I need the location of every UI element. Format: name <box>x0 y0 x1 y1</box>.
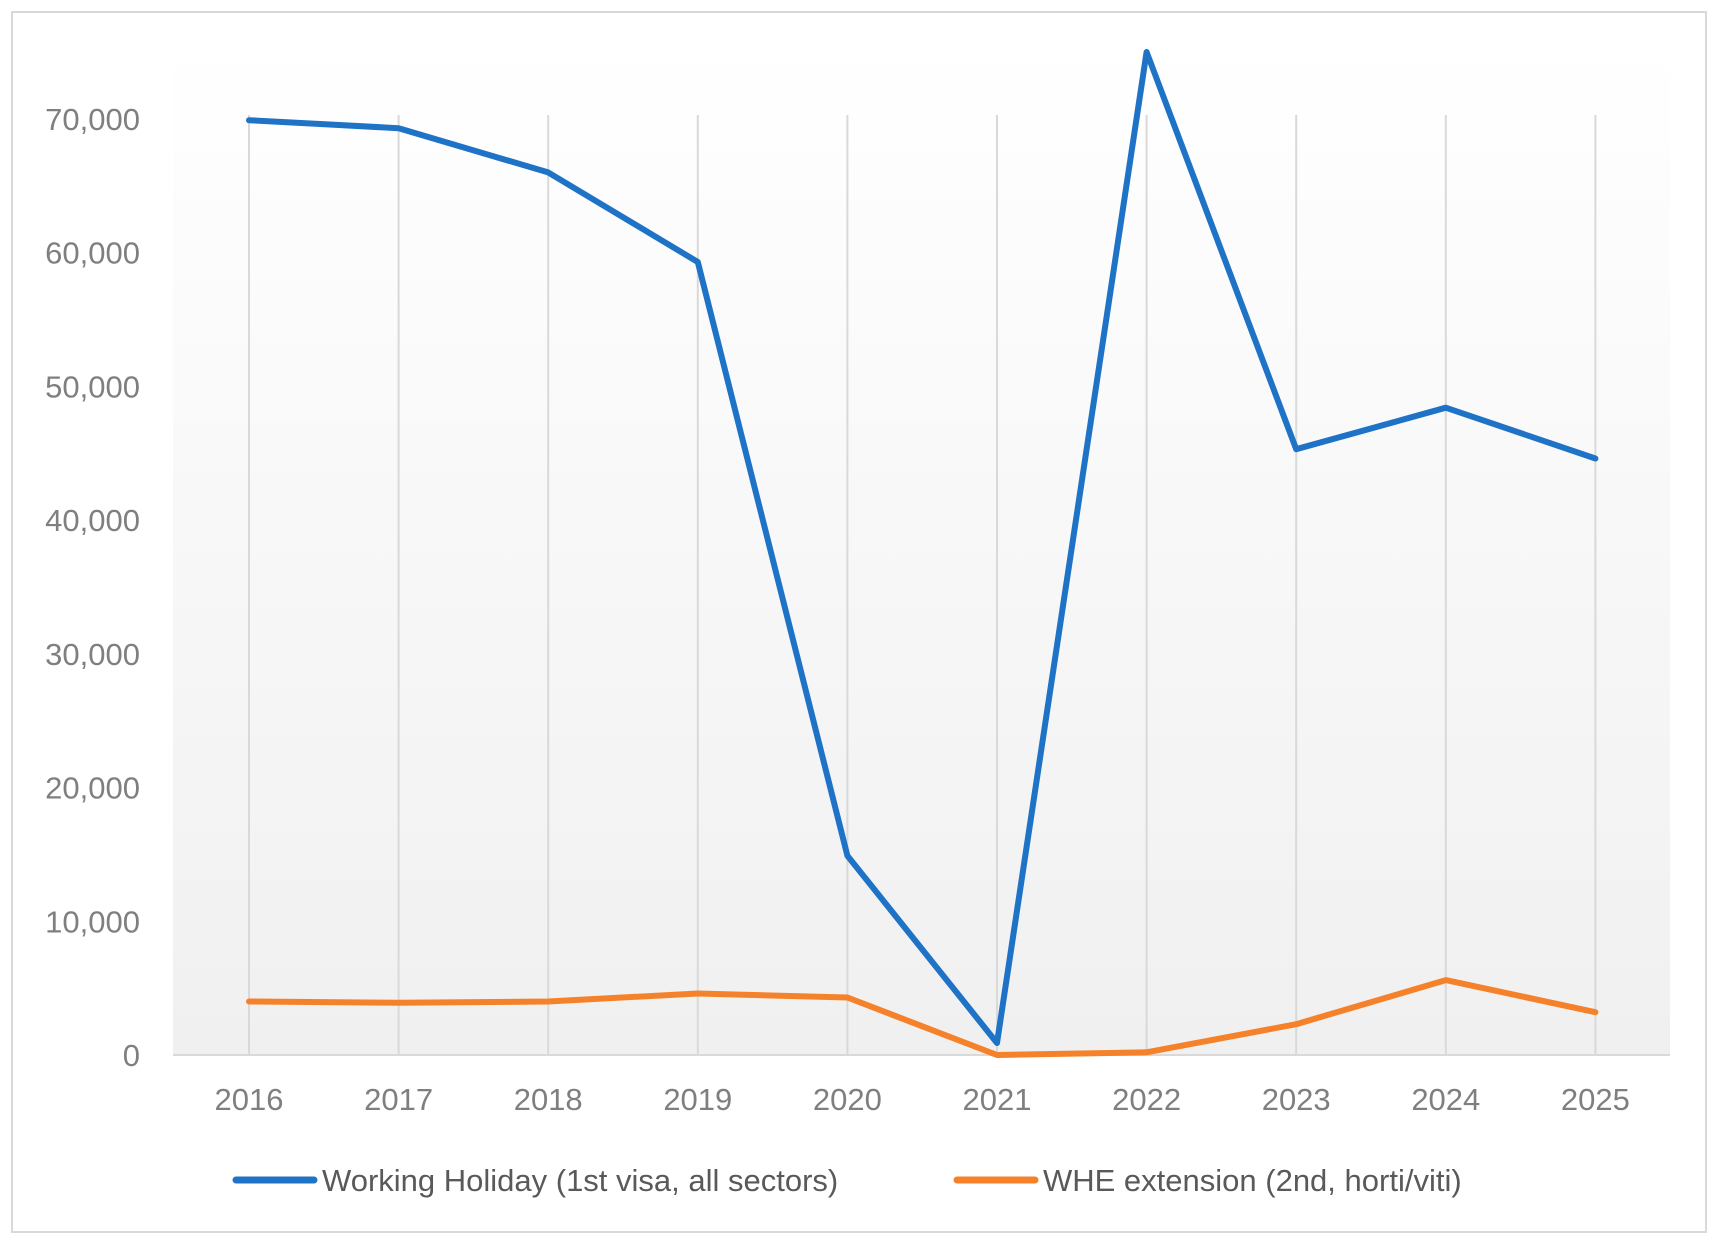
x-tick-label: 2024 <box>1411 1082 1480 1117</box>
data-point <box>994 1040 1000 1046</box>
y-tick-label: 50,000 <box>45 369 140 404</box>
data-point <box>246 999 252 1005</box>
y-tick-label: 0 <box>123 1038 140 1073</box>
y-tick-label: 60,000 <box>45 236 140 271</box>
data-point <box>1443 405 1449 411</box>
data-point <box>695 259 701 265</box>
x-axis-ticks: 2016 2017 2018 2019 2020 2021 2022 2023 2024 2025 <box>215 1082 1630 1117</box>
data-point <box>545 999 551 1005</box>
y-tick-label: 40,000 <box>45 503 140 538</box>
data-point <box>1144 1049 1150 1055</box>
data-point <box>246 117 252 123</box>
gridlines <box>248 115 1597 1055</box>
legend-label: Working Holiday (1st visa, all sectors) <box>322 1163 838 1198</box>
y-tick-label: 20,000 <box>45 771 140 806</box>
data-point <box>844 994 850 1000</box>
legend-item-1: Working Holiday (1st visa, all sectors) <box>232 1163 838 1198</box>
data-point <box>844 853 850 859</box>
series-line-2 <box>246 977 1599 1058</box>
legend-label: WHE extension (2nd, horti/viti) <box>1043 1163 1462 1198</box>
series-line-1 <box>246 49 1599 1046</box>
x-tick-label: 2025 <box>1561 1082 1630 1117</box>
y-tick-label: 10,000 <box>45 904 140 939</box>
series-lines <box>246 49 1599 1058</box>
x-tick-label: 2017 <box>364 1082 433 1117</box>
x-tick-label: 2018 <box>514 1082 583 1117</box>
legend: Working Holiday (1st visa, all sectors) W… <box>232 1163 1462 1198</box>
data-point <box>695 990 701 996</box>
x-tick-label: 2022 <box>1112 1082 1181 1117</box>
data-point <box>994 1052 1000 1058</box>
data-point <box>545 169 551 175</box>
data-point <box>396 125 402 131</box>
data-point <box>1592 456 1598 462</box>
y-axis-ticks: 0 10,000 20,000 30,000 40,000 50,000 60,000 70,… <box>45 102 140 1073</box>
y-tick-label: 30,000 <box>45 637 140 672</box>
data-point <box>396 1000 402 1006</box>
x-tick-label: 2016 <box>215 1082 284 1117</box>
x-tick-label: 2019 <box>663 1082 732 1117</box>
data-point <box>1293 1021 1299 1027</box>
data-point <box>1293 446 1299 452</box>
data-point <box>1144 49 1150 55</box>
y-tick-label: 70,000 <box>45 102 140 137</box>
x-tick-label: 2021 <box>963 1082 1032 1117</box>
x-tick-label: 2020 <box>813 1082 882 1117</box>
data-point <box>1443 977 1449 983</box>
x-tick-label: 2023 <box>1262 1082 1331 1117</box>
data-point <box>1592 1009 1598 1015</box>
legend-item-2: WHE extension (2nd, horti/viti) <box>953 1163 1462 1198</box>
plot-area <box>173 40 1670 1055</box>
